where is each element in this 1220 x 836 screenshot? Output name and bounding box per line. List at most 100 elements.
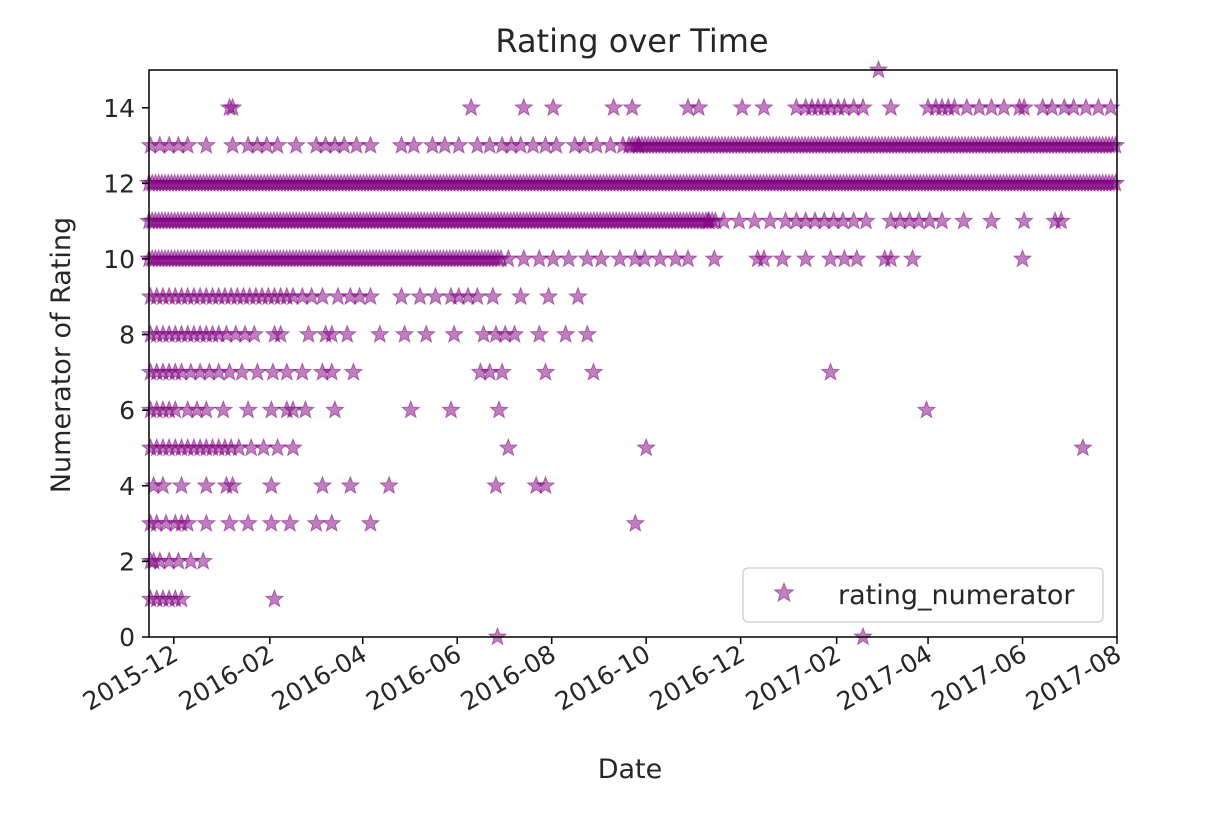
data-point [292,361,313,381]
data-point [196,135,217,155]
data-point [262,361,283,381]
legend: rating_numerator [742,567,1104,623]
data-point [795,248,816,268]
data-point [953,210,974,230]
data-point [732,97,753,117]
data-point [916,399,937,419]
data-point [238,513,259,533]
data-point [504,324,525,344]
data-point [253,437,274,457]
x-axis: 2015-122016-022016-042016-062016-082016-… [78,637,1126,716]
data-point [448,135,469,155]
data-point [280,513,300,533]
data-point [498,437,519,457]
x-tick-label: 2017-04 [832,639,937,716]
data-point [688,97,709,117]
data-point [543,97,564,117]
data-point [636,437,657,457]
data-point [340,475,361,495]
data-point [286,135,307,155]
data-point [232,361,252,381]
data-point [360,135,381,155]
data-point [391,286,412,306]
data-point [486,475,506,495]
y-tick-label: 12 [103,169,135,198]
data-point [312,475,333,495]
data-point [583,361,604,381]
data-point [177,513,198,533]
data-point [360,286,381,306]
data-point [222,135,243,155]
y-tick-label: 2 [119,547,135,576]
data-point [650,248,671,268]
data-point [513,248,534,268]
data-point [880,97,901,117]
data-point [222,97,243,117]
data-point [321,513,342,533]
data-point [981,210,1002,230]
data-point [261,475,282,495]
data-point [543,248,564,268]
data-point [196,399,217,419]
data-point [625,513,646,533]
data-point [213,399,234,419]
data-point [744,210,765,230]
data-point [628,135,649,155]
data-point [276,361,297,381]
data-point [298,324,319,344]
legend-marker [773,581,795,603]
data-point [244,324,265,344]
data-point [238,399,259,419]
data-point [868,59,889,79]
x-tick-label: 2016-12 [645,639,750,716]
plot-frame [148,69,1118,638]
data-point [196,475,217,495]
x-tick-label: 2016-08 [456,639,561,716]
data-point [510,286,531,306]
data-point [482,286,503,306]
data-point [820,248,841,268]
legend-label: rating_numerator [838,580,1075,611]
data-point [306,513,327,533]
data-point [267,135,288,155]
x-tick-label: 2016-04 [267,639,372,716]
data-point [856,210,877,230]
data-point [760,210,780,230]
data-point [1014,97,1034,117]
data-point [1014,210,1034,230]
data-point [568,286,588,306]
y-axis: 0 2 4 6 8 10 12 14 [103,94,149,652]
data-point [555,324,576,344]
data-point [772,248,793,268]
y-tick-label: 10 [103,245,135,274]
data-point [219,513,240,533]
data-point [538,286,559,306]
data-point [441,399,461,419]
data-point [535,361,556,381]
data-point [880,248,901,268]
x-tick-label: 2017-08 [1021,639,1126,716]
data-point [261,513,282,533]
data-point [1051,210,1072,230]
data-point [489,399,509,419]
data-point [853,626,873,646]
x-tick-label: 2016-06 [361,639,466,716]
y-tick-label: 6 [119,396,135,425]
data-point [434,135,455,155]
data-point [283,437,303,457]
data-point [609,248,630,268]
data-point [295,399,316,419]
x-tick-label: 2016-10 [550,639,655,716]
data-point [577,248,598,268]
data-point [247,361,268,381]
data-point [337,324,358,344]
data-point [820,361,841,381]
data-point [343,361,364,381]
data-point [171,475,192,495]
data-point [416,324,437,344]
data-point [753,248,774,268]
data-point [729,210,750,230]
data-point [546,135,567,155]
data-point [196,513,217,533]
